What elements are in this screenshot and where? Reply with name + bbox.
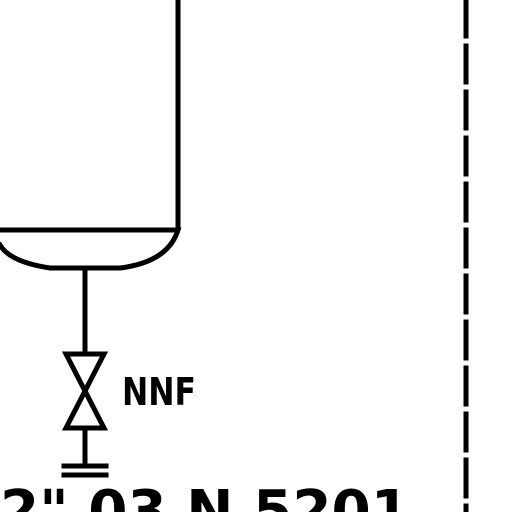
valve-tag: NNF — [122, 370, 196, 414]
vessel — [0, 0, 182, 271]
gate-valve-icon — [61, 351, 109, 431]
vessel-bottom-head — [0, 227, 182, 271]
line-tag: 2" 03 N 5201 — [0, 479, 410, 512]
blind-cap-icon — [61, 463, 109, 478]
